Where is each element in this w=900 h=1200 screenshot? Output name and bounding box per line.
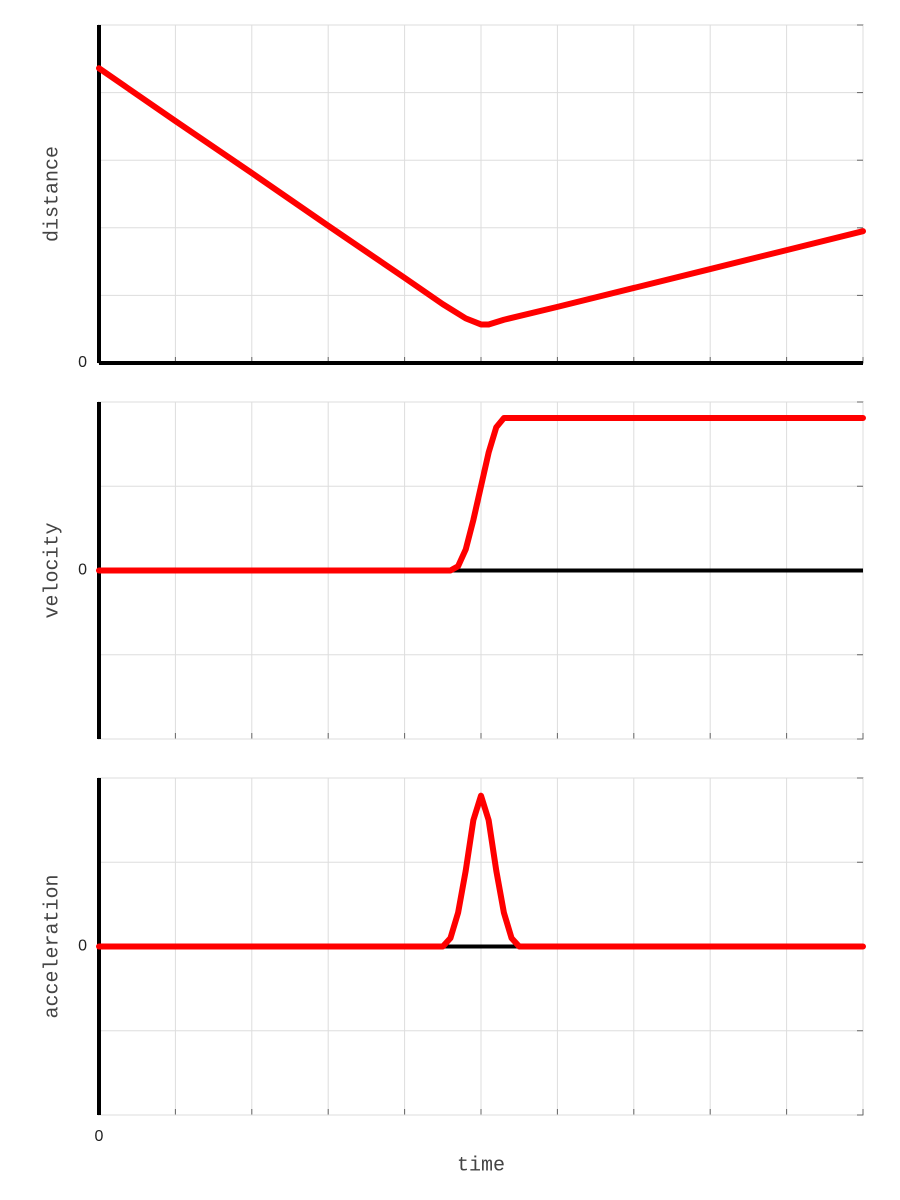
y-axis-label: distance — [41, 146, 64, 242]
x-axis-label: time — [457, 1154, 505, 1177]
data-line — [96, 415, 866, 574]
y-axis-label: acceleration — [41, 874, 64, 1018]
y-tick-label: 0 — [78, 354, 87, 371]
x-tick-label: 0 — [95, 1128, 104, 1145]
y-tick-label: 0 — [78, 562, 87, 579]
data-line — [96, 792, 866, 950]
y-axis-label: velocity — [41, 522, 64, 618]
data-line — [96, 65, 866, 328]
y-tick-label: 0 — [78, 938, 87, 955]
